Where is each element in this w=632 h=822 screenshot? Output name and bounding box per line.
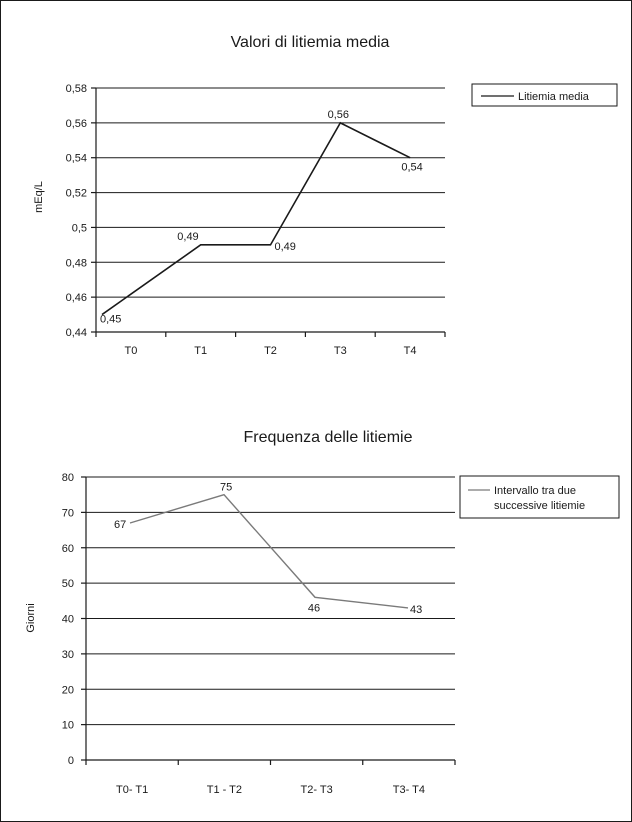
chart2-y-tick-label: 60 xyxy=(62,543,74,555)
chart2-legend-box xyxy=(459,475,620,519)
chart2-legend-label-line2: successive litiemie xyxy=(494,500,585,512)
chart1-legend: Litiemia media xyxy=(471,83,618,107)
chart1-data-labels: 0,45 0,49 0,49 0,56 0,54 xyxy=(100,109,423,326)
chart2-y-tick-label: 10 xyxy=(62,720,74,732)
chart2-y-tick-labels: 80 70 60 50 40 30 20 10 0 xyxy=(62,472,74,767)
chart2-data-labels: 67 75 46 43 xyxy=(114,482,422,616)
chart2-series-line xyxy=(129,493,409,609)
chart1-x-tick-label: T4 xyxy=(404,345,417,357)
chart-valori-litiemia: Valori di litiemia media 0,580,560,540,5… xyxy=(33,34,618,357)
chart2-title: Frequenza delle litiemie xyxy=(244,429,413,446)
chart2-data-label: 43 xyxy=(410,604,422,616)
chart2-axes xyxy=(81,476,456,765)
chart1-legend-box xyxy=(471,83,618,107)
chart2-y-tick-label: 70 xyxy=(62,507,74,519)
chart2-x-tick-label: T2- T3 xyxy=(301,784,333,796)
chart2-y-tick-label: 20 xyxy=(62,684,74,696)
chart1-data-label: 0,54 xyxy=(401,162,422,174)
chart2-data-label: 46 xyxy=(308,602,320,614)
chart1-y-tick-label: 0,56 xyxy=(66,118,87,130)
chart-frequenza-litiemie: Frequenza delle litiemie 80 70 60 50 40 30 20 1… xyxy=(25,429,620,796)
chart1-y-tick-label: 0,46 xyxy=(66,292,87,304)
chart2-gridlines xyxy=(86,476,455,726)
chart2-y-tick-label: 80 xyxy=(62,472,74,484)
chart1-series xyxy=(101,121,411,316)
chart1-y-axis-title: mEq/L xyxy=(33,181,45,213)
chart2-y-tick-label: 40 xyxy=(62,614,74,626)
chart1-x-tick-label: T2 xyxy=(264,345,277,357)
chart2-legend-label-line1: Intervallo tra due xyxy=(494,485,576,497)
chart2-x-tick-label: T0- T1 xyxy=(116,784,148,796)
chart1-legend-label: Litiemia media xyxy=(518,91,590,103)
chart1-title: Valori di litiemia media xyxy=(231,34,390,51)
chart1-data-label: 0,49 xyxy=(177,231,198,243)
chart2-y-axis-title: Giorni xyxy=(25,603,37,632)
chart2-x-tick-label: T3- T4 xyxy=(393,784,425,796)
chart2-y-tick-label: 50 xyxy=(62,578,74,590)
chart1-data-label: 0,45 xyxy=(100,314,121,326)
chart1-x-tick-label: T3 xyxy=(334,345,347,357)
chart1-x-tick-label: T1 xyxy=(194,345,207,357)
chart2-x-tick-label: T1 - T2 xyxy=(207,784,242,796)
chart1-data-label: 0,49 xyxy=(275,241,296,253)
chart1-data-label: 0,56 xyxy=(328,109,349,121)
chart1-gridlines xyxy=(96,87,445,298)
chart1-y-tick-labels: 0,58 0,56 0,54 0,52 0,5 0,48 0,46 0,44 xyxy=(66,83,87,339)
chart1-y-tick-label: 0,54 xyxy=(66,153,87,165)
chart1-y-tick-label: 0,44 xyxy=(66,327,87,339)
chart2-y-tick-label: 0 xyxy=(68,755,74,767)
chart2-data-label: 67 xyxy=(114,519,126,531)
chart1-y-tick-label: 0,52 xyxy=(66,188,87,200)
chart2-series xyxy=(129,493,409,609)
chart2-legend: Intervallo tra due successive litiemie xyxy=(459,475,620,519)
chart1-x-tick-labels: T0 T1 T2 T3 T4 xyxy=(124,345,416,357)
chart1-x-tick-label: T0 xyxy=(124,345,137,357)
chart2-data-label: 75 xyxy=(220,482,232,494)
chart1-y-tick-label: 0,48 xyxy=(66,257,87,269)
chart1-series-line xyxy=(101,121,411,316)
chart1-y-tick-label: 0,58 xyxy=(66,83,87,95)
chart2-x-tick-labels: T0- T1 T1 - T2 T2- T3 T3- T4 xyxy=(116,784,425,796)
chart1-axes xyxy=(91,87,446,337)
chart2-y-tick-label: 30 xyxy=(62,649,74,661)
chart1-y-tick-label: 0,5 xyxy=(72,222,87,234)
